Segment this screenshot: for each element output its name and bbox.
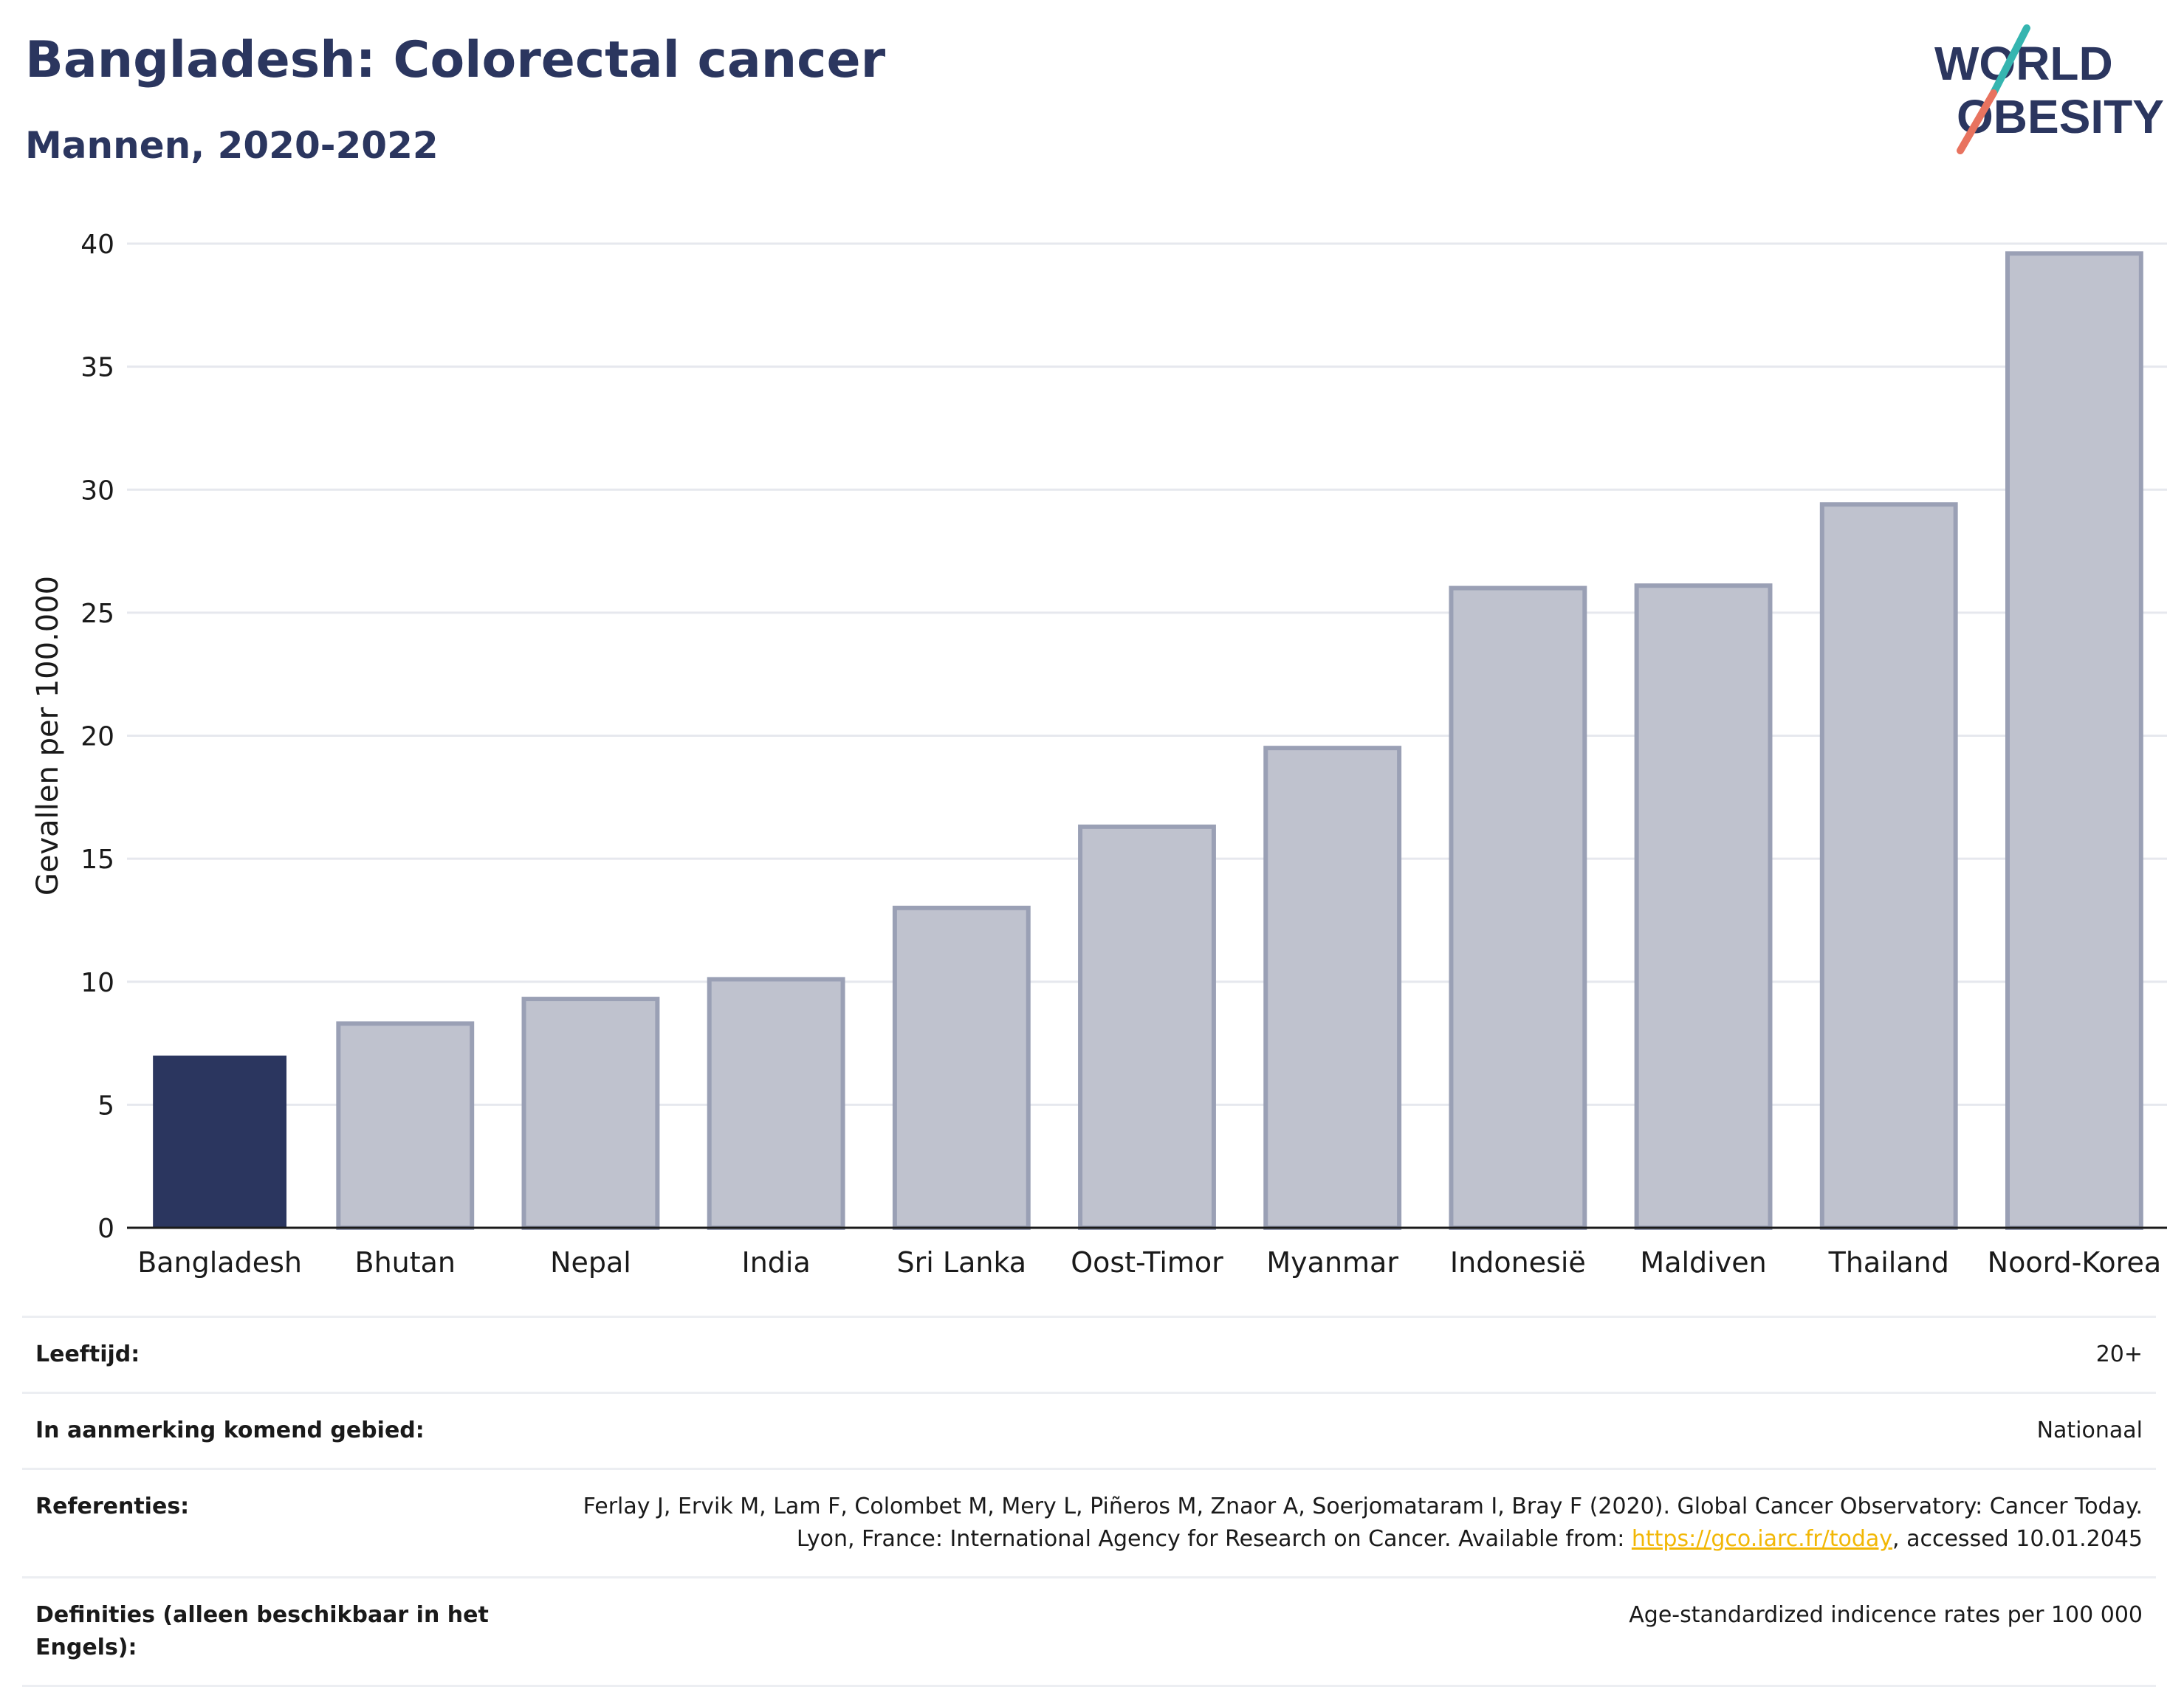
bar-india[interactable] — [707, 977, 845, 1230]
x-tick-label: Indonesië — [1450, 1246, 1586, 1279]
bar-oost-timor[interactable] — [1078, 824, 1216, 1230]
logo-slash-teal-icon — [1990, 24, 2030, 97]
meta-label: In aanmerking komend gebied: — [35, 1418, 425, 1443]
meta-row-definitions: Definities (alleen beschikbaar in het En… — [22, 1576, 2156, 1687]
x-tick-label: Bangladesh — [137, 1246, 302, 1279]
x-tick-label: Noord-Korea — [1988, 1246, 2161, 1279]
meta-label: Leeftijd: — [35, 1341, 140, 1367]
bar-sri-lanka[interactable] — [892, 905, 1031, 1231]
x-tick-label: Nepal — [550, 1246, 631, 1279]
y-tick-label: 20 — [80, 722, 114, 752]
meta-value: Nationaal — [2036, 1418, 2143, 1443]
bar-myanmar[interactable] — [1263, 746, 1402, 1230]
meta-value: Ferlay J, Ervik M, Lam F, Colombet M, Me… — [548, 1491, 2143, 1556]
metadata-table: Leeftijd: 20+ In aanmerking komend gebie… — [22, 1316, 2156, 1687]
bar-bangladesh[interactable] — [153, 1055, 287, 1228]
meta-row-area: In aanmerking komend gebied: Nationaal — [22, 1392, 2156, 1468]
x-tick-label: Oost-Timor — [1071, 1246, 1223, 1279]
chart-title: Bangladesh: Colorectal cancer — [25, 31, 886, 89]
x-tick-label: Myanmar — [1266, 1246, 1398, 1279]
reference-link[interactable]: https://gco.iarc.fr/today — [1631, 1526, 1893, 1552]
reference-text: Ferlay J, Ervik M, Lam F, Colombet M, Me… — [583, 1494, 2143, 1552]
y-tick-label: 40 — [80, 230, 114, 260]
x-tick-label: Sri Lanka — [897, 1246, 1027, 1279]
y-tick-label: 0 — [97, 1214, 114, 1244]
reference-accessed: , accessed 10.01.2045 — [1892, 1526, 2143, 1552]
meta-label: Definities (alleen beschikbaar in het En… — [35, 1602, 489, 1660]
y-axis-label: Gevallen per 100.000 — [31, 576, 65, 896]
meta-value: 20+ — [2095, 1341, 2143, 1367]
bar-thailand[interactable] — [1819, 502, 1958, 1230]
y-tick-label: 10 — [80, 968, 114, 998]
y-tick-label: 25 — [80, 599, 114, 629]
bar-indonesi-[interactable] — [1449, 585, 1587, 1230]
y-tick-label: 5 — [97, 1090, 114, 1121]
chart-subtitle: Mannen, 2020-2022 — [25, 124, 439, 167]
x-tick-label: India — [742, 1246, 811, 1279]
meta-row-age: Leeftijd: 20+ — [22, 1316, 2156, 1392]
y-tick-label: 35 — [80, 353, 114, 383]
x-tick-label: Thailand — [1828, 1246, 1949, 1279]
x-tick-label: Maldiven — [1640, 1246, 1766, 1279]
x-tick-label: Bhutan — [355, 1246, 456, 1279]
meta-label: Referenties: — [35, 1494, 190, 1519]
bar-chart: 0 5 10 15 20 25 30 35 40 Gevallen per 100.000 Bang… — [31, 230, 2167, 1279]
bar-maldiven[interactable] — [1634, 583, 1773, 1230]
meta-value: Age-standardized indicence rates per 100… — [1629, 1602, 2143, 1628]
world-obesity-logo: WORLD OBESITY — [1934, 24, 2164, 154]
y-tick-label: 15 — [80, 845, 114, 875]
logo-slash-coral-icon — [1957, 89, 1997, 154]
y-tick-label: 30 — [80, 475, 114, 506]
bar-nepal[interactable] — [521, 997, 660, 1230]
meta-row-references: Referenties: Ferlay J, Ervik M, Lam F, C… — [22, 1468, 2156, 1576]
bar-noord-korea[interactable] — [2005, 251, 2143, 1231]
logo-line1: WORLD — [1934, 37, 2113, 90]
bar-bhutan[interactable] — [336, 1021, 475, 1230]
